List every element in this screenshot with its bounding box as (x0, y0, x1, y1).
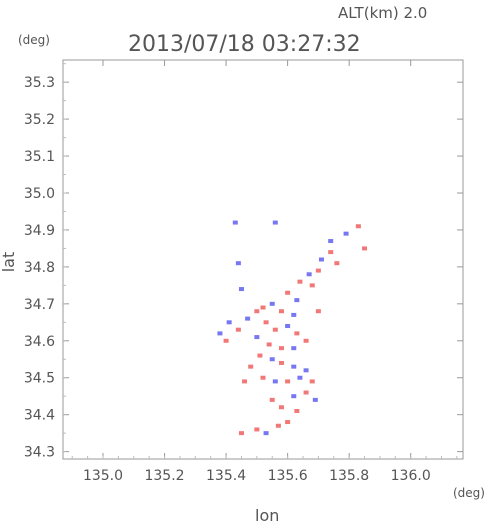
y-tick-label: 35.1 (24, 149, 55, 165)
data-point (263, 431, 269, 436)
data-point (312, 397, 318, 402)
data-point (303, 390, 309, 395)
data-point (260, 305, 266, 310)
data-point (343, 231, 349, 236)
plot-frame (62, 59, 464, 460)
x-tick-label: 135.4 (206, 468, 246, 484)
data-point (272, 327, 278, 332)
data-point (278, 346, 284, 351)
data-point (278, 405, 284, 410)
data-point (328, 239, 334, 244)
y-tick-label: 35.2 (24, 112, 55, 128)
data-point (285, 420, 291, 425)
x-axis-label: lon (255, 506, 279, 521)
x-tick-label: 135.0 (83, 468, 123, 484)
x-tick-label: 136.0 (391, 468, 431, 484)
data-point (269, 397, 275, 402)
x-tick-label: 135.2 (144, 468, 184, 484)
data-point (291, 346, 297, 351)
data-point (362, 246, 368, 251)
data-point (303, 368, 309, 373)
y-axis-label: lat (0, 252, 18, 273)
data-point (238, 431, 244, 436)
y-tick-label: 34.7 (24, 297, 55, 313)
data-point (309, 283, 315, 288)
data-point (254, 335, 260, 340)
data-point (285, 324, 291, 328)
data-point (294, 408, 300, 413)
x-axis-ticks: 135.0 135.2 135.4 135.6 135.8 136.0 (71, 60, 458, 484)
x-tick-label: 135.8 (329, 468, 369, 484)
data-point (297, 375, 303, 380)
data-point (254, 309, 260, 314)
data-point (235, 327, 241, 332)
altitude-label: ALT(km) 2.0 (338, 4, 427, 22)
y-tick-label: 34.3 (24, 445, 55, 461)
data-point (248, 364, 254, 369)
data-point (315, 309, 321, 314)
plot-data-layer (217, 220, 368, 436)
y-tick-label: 35.0 (24, 186, 55, 202)
data-point (254, 427, 260, 432)
data-point (226, 320, 232, 325)
data-point (275, 423, 281, 428)
data-point (272, 220, 278, 225)
data-point (297, 279, 303, 284)
y-axis-ticks: 34.3 34.4 34.5 34.6 34.7 34.8 34.9 35.0 35.1 35.2… (24, 63, 463, 461)
data-point (232, 220, 238, 225)
x-unit-label: (deg) (453, 486, 485, 500)
data-point (263, 320, 269, 325)
y-tick-label: 34.4 (24, 408, 55, 424)
y-tick-label: 34.5 (24, 371, 55, 387)
y-tick-label: 34.9 (24, 223, 55, 239)
data-point (291, 364, 297, 369)
data-point (306, 272, 312, 277)
chart-title: 2013/07/18 03:27:32 (128, 32, 361, 57)
data-point (291, 312, 297, 317)
data-point (315, 268, 321, 273)
data-point (278, 309, 284, 314)
data-point (245, 316, 251, 321)
data-point (328, 250, 334, 255)
data-point (294, 331, 300, 336)
data-point (318, 257, 324, 262)
data-point (257, 353, 263, 358)
data-point (242, 379, 248, 384)
data-point (285, 379, 291, 384)
data-point (309, 379, 315, 384)
y-tick-label: 34.6 (24, 334, 55, 350)
x-tick-label: 135.6 (268, 468, 308, 484)
data-point (272, 379, 278, 384)
y-unit-label: (deg) (18, 33, 50, 47)
data-point (291, 394, 297, 399)
data-point (223, 338, 229, 343)
data-point (260, 375, 266, 380)
data-point (294, 298, 300, 303)
data-point (303, 338, 309, 343)
data-point (334, 261, 340, 266)
data-point (217, 331, 223, 336)
data-point (269, 357, 275, 362)
data-point (266, 342, 272, 347)
data-point (238, 287, 244, 292)
y-tick-label: 34.8 (24, 260, 55, 276)
data-point (355, 224, 361, 229)
data-point (269, 301, 275, 306)
data-point (235, 261, 241, 266)
y-tick-label: 35.3 (24, 75, 55, 91)
data-point (278, 360, 284, 365)
data-point (285, 290, 291, 295)
